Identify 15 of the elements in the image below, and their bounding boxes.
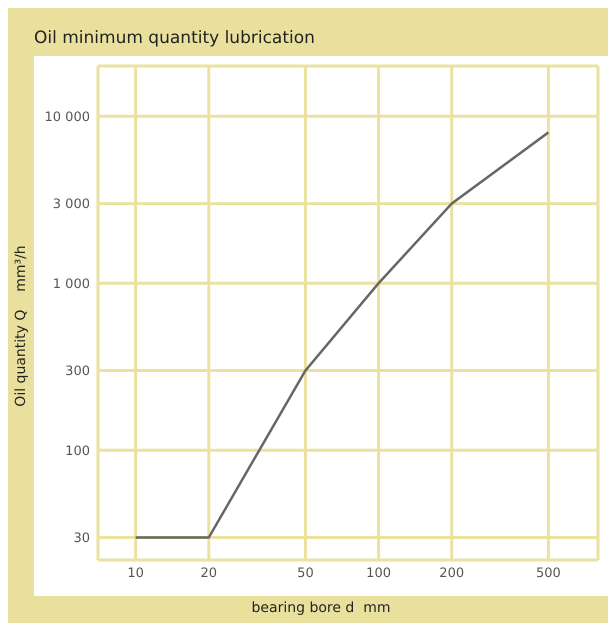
- y-tick-label: 300: [65, 364, 90, 380]
- y-tick-label: 1 000: [52, 276, 90, 292]
- y-tick-label: 10 000: [44, 110, 90, 125]
- x-axis-title: bearing bore d mm: [250, 600, 392, 616]
- x-tick-label: 10: [127, 566, 144, 582]
- x-tick-label: 500: [536, 566, 561, 582]
- x-tick-label: 50: [297, 566, 314, 582]
- y-tick-label: 100: [65, 444, 90, 459]
- x-tick-label: 200: [439, 566, 464, 582]
- x-tick-label: 20: [200, 566, 218, 582]
- y-axis-title: Oil quantity Q mm³/h: [13, 245, 29, 407]
- y-tick-label: 30: [73, 531, 90, 546]
- x-tick-label: 100: [366, 566, 392, 582]
- chart-title: Oil minimum quantity lubrication: [34, 28, 315, 48]
- y-tick-label: 3 000: [52, 197, 90, 212]
